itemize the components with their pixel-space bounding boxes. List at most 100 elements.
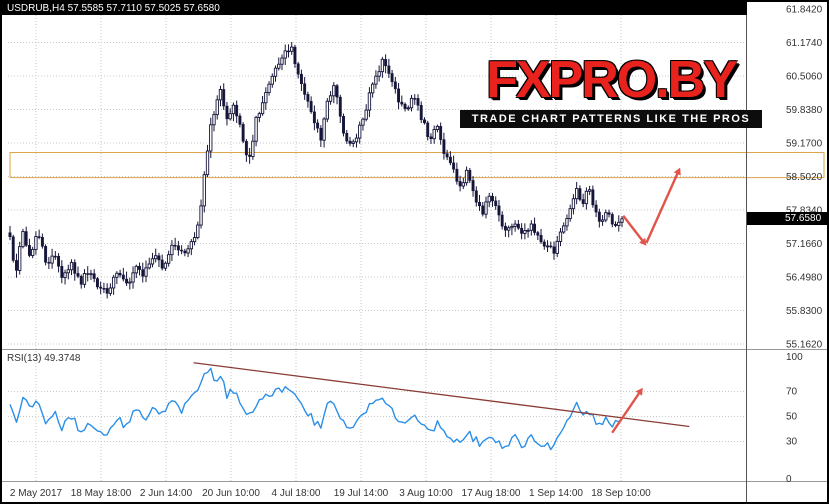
candle-body-bull [134, 265, 138, 274]
candle-body-bear [539, 235, 543, 243]
candle-body-bear [102, 288, 106, 290]
candle-body-bear [614, 223, 617, 226]
time-axis-label: 3 Aug 10:00 [399, 488, 453, 499]
candle-body-bull [82, 273, 87, 285]
candle-body-bull [510, 225, 514, 229]
candle-body-bear [442, 139, 446, 154]
time-axis-label: 4 Jul 18:00 [272, 488, 321, 499]
candle-body-bear [494, 200, 498, 207]
candle-body-bear [303, 83, 307, 95]
candle-body-bull [251, 140, 255, 158]
price-axis-label: 55.1620 [786, 340, 823, 351]
candle-body-bear [342, 116, 345, 134]
candle-body-bear [244, 141, 248, 156]
candle-body-bull [277, 63, 281, 69]
candle-body-bear [225, 105, 229, 120]
candle-body-bull [604, 212, 608, 221]
rsi-indicator-label: RSI(13) 49.3748 [7, 353, 81, 364]
candle-body-bull [617, 221, 621, 227]
candle-body-bull [328, 95, 333, 102]
time-axis-label: 19 Jul 14:00 [334, 488, 389, 499]
candle-body-bear [481, 205, 485, 215]
candle-body-bear [316, 122, 320, 129]
price-axis-label: 57.8340 [786, 206, 823, 217]
candle-body-bear [516, 223, 520, 229]
candle-body-bear [520, 227, 524, 234]
candle-body-bear [183, 250, 187, 254]
candle-body-bull [89, 273, 93, 276]
candle-body-bear [95, 278, 99, 288]
candle-body-bear [448, 156, 452, 164]
candle-body-bull [115, 272, 119, 278]
candle-body-bear [125, 278, 129, 284]
candle-body-bear [578, 188, 582, 200]
candle-body-bull [218, 89, 223, 101]
candle-body-bull [264, 92, 268, 104]
rsi-axis-label: 70 [786, 387, 798, 398]
candle-body-bull [526, 229, 530, 232]
time-axis-label: 2 Jun 14:00 [140, 488, 193, 499]
candle-body-bull [283, 50, 287, 59]
candle-body-bull [163, 262, 168, 269]
forecast-arrow [611, 391, 641, 434]
candle-body-bear [238, 115, 242, 125]
candle-body-bear [387, 65, 391, 74]
candle-body-bull [231, 104, 236, 115]
candle-body-bear [306, 94, 310, 102]
candle-body-bear [180, 249, 184, 252]
candle-body-bull [186, 248, 190, 254]
candle-body-bull [147, 263, 151, 269]
candle-body-bear [345, 132, 349, 142]
candle-body-bear [468, 170, 472, 181]
candle-body-bear [92, 273, 96, 279]
candle-body-bull [111, 276, 116, 289]
brand-wordmark: FXPRO.BY [486, 51, 738, 109]
price-axis-label: 57.1660 [786, 239, 823, 250]
candle-body-bull [21, 231, 25, 248]
candle-body-bear [439, 126, 443, 140]
candle-body-bull [212, 114, 216, 126]
candle-body-bear [8, 232, 12, 237]
candle-body-bull [254, 116, 258, 142]
candle-body-bear [452, 162, 456, 170]
candle-body-bull [202, 174, 206, 207]
candle-body-bull [545, 245, 550, 248]
candle-body-bear [390, 73, 394, 83]
candle-body-bear [413, 98, 417, 100]
candle-body-bear [44, 246, 48, 263]
time-axis-label: 2 May 2017 [10, 488, 63, 499]
candle-body-bull [270, 75, 274, 85]
time-axis-label: 18 Sep 10:00 [591, 488, 651, 499]
candle-body-bull [280, 57, 284, 65]
candle-body-bull [170, 244, 174, 256]
candle-body-bull [575, 188, 579, 200]
candle-body-bear [610, 214, 614, 225]
candle-body-bear [471, 180, 475, 192]
rsi-axis-label: 30 [786, 437, 798, 448]
candle-body-bull [215, 99, 219, 116]
candle-body-bear [53, 255, 57, 258]
current-price-tag: 57.6580 [747, 212, 827, 226]
candle-body-bear [138, 266, 141, 270]
candle-body-bull [189, 241, 193, 250]
candle-body-bear [500, 214, 504, 227]
candle-body-bull [273, 67, 278, 77]
candle-body-bear [60, 266, 64, 278]
candle-body-bull [209, 124, 213, 152]
candle-body-bull [584, 190, 589, 205]
candle-body-bear [24, 231, 28, 246]
candle-body-bull [31, 248, 35, 256]
candle-body-bull [523, 230, 527, 234]
candle-body-bear [173, 244, 177, 247]
candle-body-bear [497, 205, 501, 216]
candle-body-bear [384, 59, 388, 67]
candle-body-bull [435, 125, 440, 130]
candle-body-bear [503, 225, 507, 231]
time-axis-label: 18 May 18:00 [71, 488, 132, 499]
forecast-arrow [622, 214, 645, 243]
candle-body-bull [464, 169, 469, 184]
candle-body-bull [374, 75, 378, 85]
candle-body-bull [507, 227, 511, 231]
candle-body-bear [157, 255, 161, 261]
